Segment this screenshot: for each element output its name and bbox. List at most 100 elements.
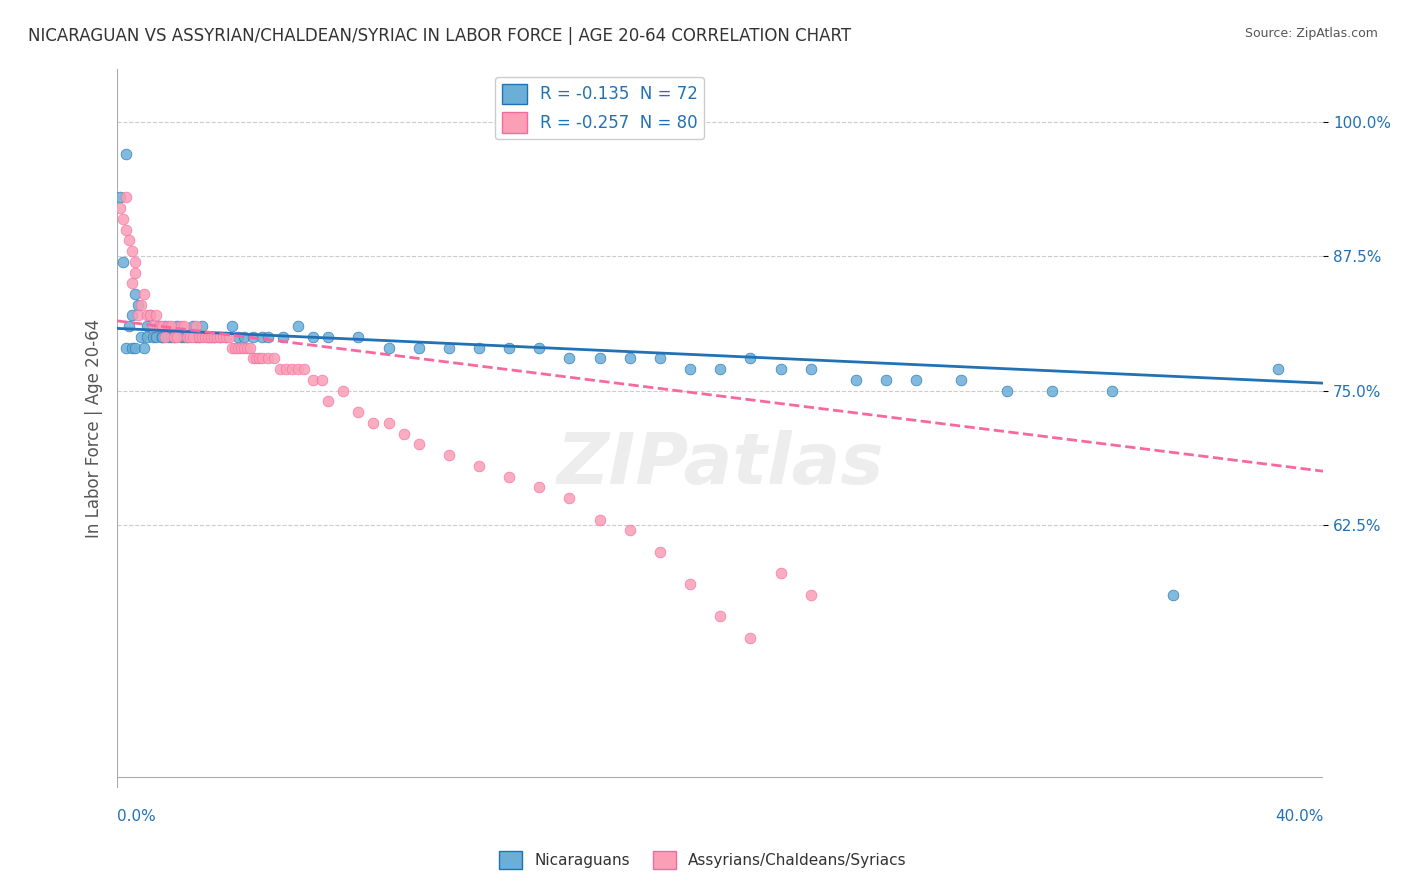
Point [173, 319, 195, 334]
Point [202, 330, 225, 344]
Point [529, 480, 551, 494]
Point [224, 341, 246, 355]
Text: NICARAGUAN VS ASSYRIAN/CHALDEAN/SYRIAC IN LABOR FORCE | AGE 20-64 CORRELATION CH: NICARAGUAN VS ASSYRIAN/CHALDEAN/SYRIAC I… [28, 27, 851, 45]
Point [221, 319, 243, 334]
Point [257, 330, 280, 344]
Point [769, 566, 792, 581]
Point [215, 330, 238, 344]
Point [250, 330, 273, 344]
Point [121, 309, 143, 323]
Point [408, 341, 430, 355]
Point [236, 341, 259, 355]
Point [269, 362, 291, 376]
Point [115, 341, 138, 355]
Point [363, 416, 385, 430]
Text: Source: ZipAtlas.com: Source: ZipAtlas.com [1244, 27, 1378, 40]
Point [157, 330, 180, 344]
Point [218, 330, 240, 344]
Point [169, 319, 191, 334]
Point [1267, 362, 1289, 376]
Point [679, 577, 702, 591]
Point [187, 330, 209, 344]
Point [408, 437, 430, 451]
Point [208, 330, 231, 344]
Point [166, 330, 188, 344]
Point [136, 309, 159, 323]
Point [1161, 588, 1184, 602]
Point [118, 319, 141, 334]
Point [121, 244, 143, 258]
Point [121, 277, 143, 291]
Point [142, 330, 165, 344]
Point [181, 330, 204, 344]
Point [121, 341, 143, 355]
Point [152, 330, 174, 344]
Point [127, 309, 149, 323]
Point [619, 523, 641, 537]
Point [157, 319, 180, 334]
Point [200, 330, 222, 344]
Point [215, 330, 238, 344]
Point [160, 330, 183, 344]
Point [247, 351, 270, 366]
Point [242, 351, 264, 366]
Point [302, 330, 325, 344]
Point [184, 330, 207, 344]
Point [588, 512, 610, 526]
Point [905, 373, 928, 387]
Point [311, 373, 333, 387]
Point [181, 319, 204, 334]
Point [316, 330, 339, 344]
Point [392, 426, 415, 441]
Point [124, 255, 146, 269]
Point [648, 545, 671, 559]
Point [377, 416, 399, 430]
Point [166, 319, 188, 334]
Point [136, 330, 159, 344]
Point [468, 341, 491, 355]
Point [498, 341, 520, 355]
Point [197, 330, 219, 344]
Point [200, 330, 222, 344]
Point [148, 319, 170, 334]
Point [437, 341, 460, 355]
Point [316, 394, 339, 409]
Point [302, 373, 325, 387]
Point [163, 330, 186, 344]
Point [845, 373, 868, 387]
Point [875, 373, 897, 387]
Point [202, 330, 225, 344]
Point [769, 362, 792, 376]
Point [169, 330, 191, 344]
Point [134, 341, 156, 355]
Point [108, 201, 131, 215]
Point [136, 319, 159, 334]
Point [347, 405, 370, 419]
Point [152, 330, 174, 344]
Point [232, 341, 254, 355]
Point [529, 341, 551, 355]
Point [950, 373, 973, 387]
Point [197, 330, 219, 344]
Point [995, 384, 1018, 398]
Point [152, 319, 174, 334]
Point [648, 351, 671, 366]
Point [142, 319, 165, 334]
Point [194, 330, 217, 344]
Point [588, 351, 610, 366]
Point [800, 588, 823, 602]
Point [160, 319, 183, 334]
Point [263, 351, 285, 366]
Text: 40.0%: 40.0% [1275, 809, 1323, 824]
Point [115, 222, 138, 236]
Point [163, 330, 186, 344]
Point [145, 330, 167, 344]
Point [145, 309, 167, 323]
Point [1101, 384, 1123, 398]
Point [176, 330, 198, 344]
Point [292, 362, 315, 376]
Point [190, 319, 212, 334]
Point [709, 362, 731, 376]
Point [226, 330, 249, 344]
Point [108, 190, 131, 204]
